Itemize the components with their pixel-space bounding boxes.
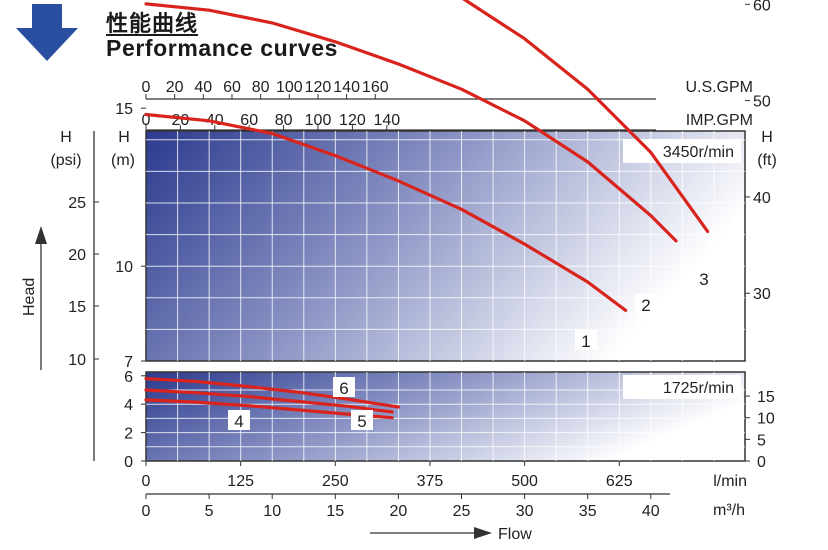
ft-tick-label: 30 bbox=[753, 286, 771, 303]
ft-axis-unit: (ft) bbox=[757, 152, 777, 169]
ft-tick-label: 40 bbox=[753, 190, 771, 207]
m3h-tick-label: 40 bbox=[642, 503, 660, 520]
ft-low-tick-label: 15 bbox=[757, 389, 775, 406]
lmin-tick-label: 125 bbox=[227, 473, 254, 490]
us-gpm-tick-label: 0 bbox=[142, 79, 151, 96]
m3h-tick-label: 5 bbox=[205, 503, 214, 520]
psi-axis-unit: (psi) bbox=[50, 152, 81, 169]
m3h-label: m³/h bbox=[713, 502, 745, 519]
svg-text:4: 4 bbox=[234, 412, 243, 431]
svg-text:1: 1 bbox=[581, 332, 590, 351]
lmin-label: l/min bbox=[713, 473, 747, 490]
head-label: Head bbox=[21, 278, 38, 316]
psi-tick-label: 15 bbox=[68, 299, 86, 316]
us-gpm-tick-label: 100 bbox=[276, 79, 303, 96]
page-title-cn: 性能曲线 bbox=[106, 12, 199, 37]
curve-5 bbox=[144, 388, 394, 414]
flow-label: Flow bbox=[498, 526, 532, 543]
m-low-tick-label: 2 bbox=[124, 426, 133, 443]
ft-tick-label: 50 bbox=[753, 94, 771, 111]
us-gpm-tick-label: 60 bbox=[223, 79, 241, 96]
upper-curves bbox=[144, 0, 710, 312]
svg-text:3: 3 bbox=[699, 270, 708, 289]
curve-1 bbox=[144, 112, 628, 312]
speed-upper: 3450r/min bbox=[663, 144, 734, 161]
flow-arrow-icon bbox=[474, 527, 492, 539]
us-gpm-tick-label: 160 bbox=[362, 79, 389, 96]
m-axis-unit: (m) bbox=[111, 152, 135, 169]
speed-lower: 1725r/min bbox=[663, 380, 734, 397]
curve-3 bbox=[462, 0, 710, 233]
us-gpm-tick-label: 40 bbox=[194, 79, 212, 96]
svg-text:6: 6 bbox=[339, 379, 348, 398]
curve-label-2: 2 bbox=[635, 294, 657, 315]
curve-label-3: 3 bbox=[693, 268, 715, 289]
m3h-tick-label: 0 bbox=[142, 503, 151, 520]
ft-tick-label: 60 bbox=[753, 0, 771, 14]
m3h-tick-label: 25 bbox=[453, 503, 471, 520]
imp-gpm-label: IMP.GPM bbox=[686, 112, 753, 129]
us-gpm-tick-label: 140 bbox=[333, 79, 360, 96]
m3h-tick-label: 20 bbox=[390, 503, 408, 520]
upper-panel bbox=[145, 130, 746, 362]
m3h-tick-label: 35 bbox=[579, 503, 597, 520]
speed-box-lower bbox=[623, 375, 741, 399]
page-title-en: Performance curves bbox=[106, 35, 338, 61]
curve-2 bbox=[144, 2, 678, 243]
m-tick-label: 10 bbox=[115, 259, 133, 276]
m-low-tick-label: 6 bbox=[124, 369, 133, 386]
curve-label-1: 1 bbox=[575, 330, 597, 351]
psi-axis-title: H bbox=[60, 129, 72, 146]
m3h-tick-label: 30 bbox=[516, 503, 534, 520]
ft-low-tick-label: 10 bbox=[757, 411, 775, 428]
m-low-tick-label: 4 bbox=[124, 397, 133, 414]
m-tick-label: 15 bbox=[115, 101, 133, 118]
psi-tick-label: 20 bbox=[68, 247, 86, 264]
imp-gpm-tick-label: 120 bbox=[339, 112, 366, 129]
us-gpm-tick-label: 80 bbox=[252, 79, 270, 96]
lmin-tick-label: 0 bbox=[142, 473, 151, 490]
m3h-tick-label: 15 bbox=[326, 503, 344, 520]
imp-gpm-tick-label: 20 bbox=[172, 112, 190, 129]
lmin-tick-label: 500 bbox=[511, 473, 538, 490]
us-gpm-tick-label: 120 bbox=[305, 79, 332, 96]
head-arrow-icon bbox=[35, 226, 47, 244]
imp-gpm-tick-label: 0 bbox=[142, 112, 151, 129]
imp-gpm-tick-label: 60 bbox=[240, 112, 258, 129]
m3h-tick-label: 10 bbox=[263, 503, 281, 520]
curve-label-4: 4 bbox=[228, 410, 250, 431]
ft-low-tick-label: 5 bbox=[757, 432, 766, 449]
m-axis-title: H bbox=[118, 129, 130, 146]
svg-text:5: 5 bbox=[357, 412, 366, 431]
curve-label-5: 5 bbox=[351, 410, 373, 431]
curve-6 bbox=[144, 377, 400, 409]
imp-gpm-tick-label: 80 bbox=[275, 112, 293, 129]
ft-low-tick-label: 0 bbox=[757, 454, 766, 471]
svg-text:2: 2 bbox=[641, 296, 650, 315]
imp-gpm-tick-label: 140 bbox=[373, 112, 400, 129]
us-gpm-tick-label: 20 bbox=[166, 79, 184, 96]
lmin-tick-label: 375 bbox=[417, 473, 444, 490]
lmin-tick-label: 625 bbox=[606, 473, 633, 490]
imp-gpm-tick-label: 100 bbox=[305, 112, 332, 129]
psi-tick-label: 10 bbox=[68, 352, 86, 369]
us-gpm-label: U.S.GPM bbox=[685, 79, 753, 96]
m-low-tick-label: 0 bbox=[124, 454, 133, 471]
m-tick-label: 7 bbox=[124, 354, 133, 371]
lmin-tick-label: 250 bbox=[322, 473, 349, 490]
down-arrow-icon bbox=[16, 4, 78, 61]
ft-axis-title: H bbox=[761, 129, 773, 146]
curve-label-6: 6 bbox=[333, 377, 355, 398]
psi-tick-label: 25 bbox=[68, 195, 86, 212]
